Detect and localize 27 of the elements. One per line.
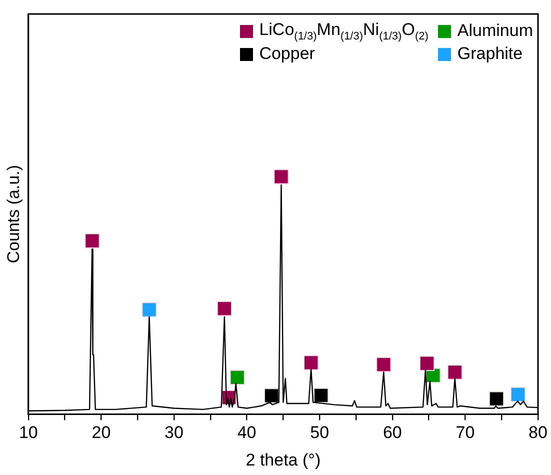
x-axis-title: 2 theta (°) — [246, 450, 321, 470]
legend-label: Copper — [259, 44, 315, 64]
point — [447, 364, 462, 380]
x-tick-label: 10 — [18, 423, 38, 442]
legend-label: Aluminum — [457, 21, 533, 42]
x-tick-label: 20 — [92, 423, 111, 442]
point — [264, 388, 280, 404]
point — [216, 300, 232, 316]
point — [142, 302, 157, 318]
x-tick-label: 70 — [456, 423, 475, 442]
x-tick-label: 80 — [528, 423, 548, 442]
legend-label: Graphite — [457, 44, 523, 64]
y-axis-title: Counts (a.u.) — [4, 164, 23, 264]
x-tick-label: 40 — [237, 423, 256, 442]
point — [84, 233, 100, 248]
x-tick-label: 60 — [382, 423, 402, 442]
point — [274, 169, 289, 184]
point — [376, 356, 392, 372]
point — [313, 388, 329, 404]
x-tick-label: 50 — [310, 423, 330, 442]
legend-label: LiCo$_{(1/3)}$Mn$_{(1/3)}$Ni$_{(1/3)}$O$_{(2)}$ — [259, 20, 428, 42]
point — [230, 370, 245, 385]
point — [510, 386, 526, 402]
point — [488, 391, 504, 406]
point — [419, 356, 435, 371]
x-tick-label: 30 — [164, 423, 184, 442]
point — [304, 355, 319, 370]
